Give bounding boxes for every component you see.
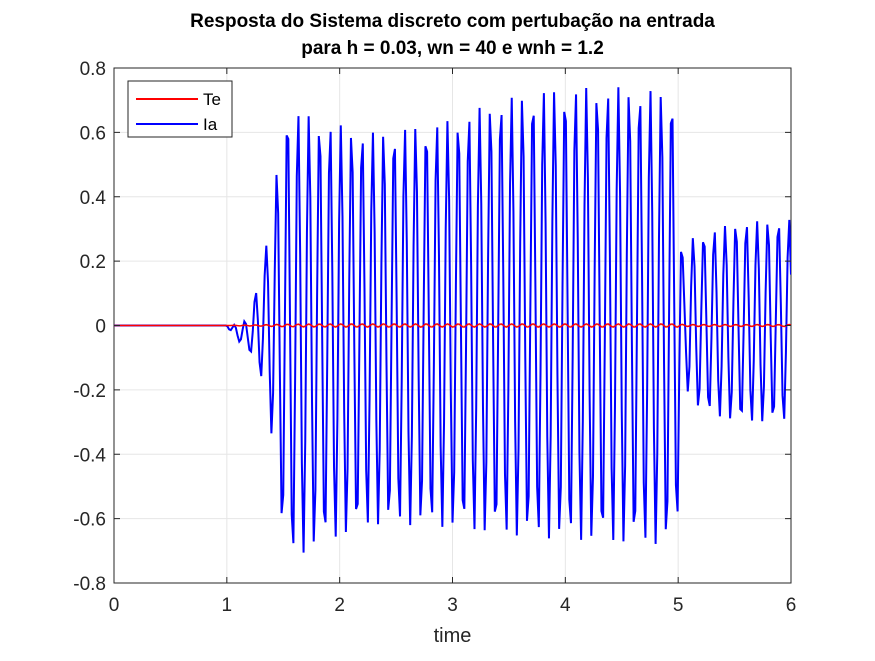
x-tick-labels: 0 1 2 3 4 5 6: [109, 595, 797, 616]
x-axis-label: time: [434, 625, 472, 647]
legend-label: Ia: [203, 115, 218, 134]
y-tick-labels: -0.8 -0.6 -0.4 -0.2 0 0.2 0.4 0.6 0.8: [73, 59, 106, 595]
legend-box: [127, 80, 233, 138]
chart-title-line: para h = 0.03, wn = 40 e wnh = 1.2: [301, 38, 604, 59]
x-tick-label: 1: [222, 595, 233, 616]
chart-title-line: Resposta do Sistema discreto com pertuba…: [190, 11, 715, 32]
y-tick-label: -0.8: [73, 574, 106, 595]
x-tick-label: 2: [334, 595, 345, 616]
y-tick-label: 0.8: [80, 59, 106, 80]
x-tick-label: 3: [447, 595, 458, 616]
legend-label: Te: [203, 90, 221, 109]
y-tick-label: 0: [95, 317, 106, 338]
y-tick-label: -0.2: [73, 381, 106, 402]
legend[interactable]: Te Ia: [127, 80, 233, 138]
y-tick-label: 0.2: [80, 252, 106, 273]
series-group: [114, 87, 791, 553]
series-line-te: [114, 323, 791, 328]
chart-title: Resposta do Sistema discreto com pertuba…: [190, 11, 715, 59]
y-tick-label: -0.4: [73, 445, 106, 466]
x-tick-label: 4: [560, 595, 571, 616]
x-tick-label: 6: [786, 595, 797, 616]
x-tick-label: 0: [109, 595, 120, 616]
x-tick-label: 5: [673, 595, 684, 616]
ticks: [113, 67, 792, 584]
y-tick-label: -0.6: [73, 510, 106, 531]
y-tick-label: 0.4: [80, 188, 107, 209]
y-tick-label: 0.6: [80, 123, 106, 144]
